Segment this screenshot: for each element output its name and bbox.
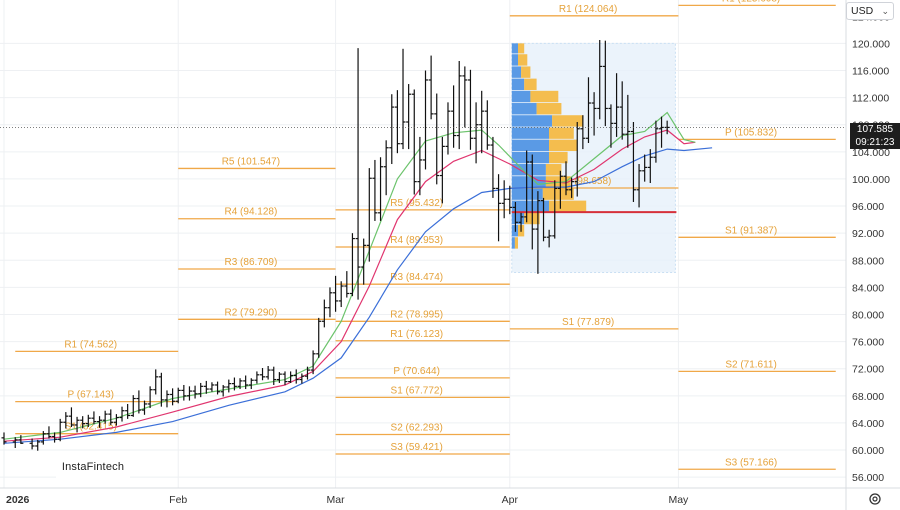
volume-bar-down xyxy=(511,139,549,152)
volume-bar-up xyxy=(518,43,525,54)
volume-bar-down xyxy=(511,54,518,66)
price-tick-label: 72.000 xyxy=(852,364,884,376)
volume-bar-up xyxy=(524,78,537,91)
volume-bar-up xyxy=(552,115,584,127)
gear-icon[interactable] xyxy=(868,492,882,506)
pivot-label: R3 (84.474) xyxy=(390,272,443,283)
volume-bar-down xyxy=(511,164,546,176)
volume-bar-up xyxy=(530,90,559,103)
price-tick-label: 76.000 xyxy=(852,337,884,349)
volume-bar-up xyxy=(549,127,574,139)
price-tick-label: 64.000 xyxy=(852,418,884,430)
currency-label: USD xyxy=(851,5,874,17)
volume-bar-up xyxy=(521,66,531,78)
volume-bar-down xyxy=(511,90,531,103)
time-tick-label: Mar xyxy=(327,494,346,506)
pivot-label: R1 (125.608) xyxy=(722,0,780,4)
volume-bar-down xyxy=(511,66,522,78)
volume-bar-down xyxy=(511,212,525,225)
volume-bar-down xyxy=(511,200,549,213)
price-tick-label: 116.000 xyxy=(852,65,889,77)
chevron-down-icon: ⌄ xyxy=(881,5,889,16)
volume-bar-up xyxy=(549,151,568,164)
pivot-label: R1 (74.562) xyxy=(64,339,117,350)
volume-bar-down xyxy=(511,43,518,54)
volume-bar-up xyxy=(542,188,574,200)
time-tick-label: Apr xyxy=(502,494,519,506)
price-tick-label: 120.000 xyxy=(852,38,890,50)
price-tick-label: 100.000 xyxy=(852,174,890,186)
volume-bar-down xyxy=(511,151,549,164)
pivot-label: S1 (67.772) xyxy=(391,385,443,396)
pivot-label: S2 (62.293) xyxy=(391,423,443,434)
price-tick-label: 104.000 xyxy=(852,147,890,159)
volume-bar-up xyxy=(518,54,528,66)
pivot-label: S2 (71.611) xyxy=(725,359,777,370)
pivot-label: R2 (78.995) xyxy=(390,309,443,320)
pivot-label: S3 (59.421) xyxy=(391,442,443,453)
pivot-label: R1 (124.064) xyxy=(559,4,617,15)
volume-bar-down xyxy=(511,115,553,127)
volume-bar-up xyxy=(536,103,562,115)
pivot-levels: R5 (101.547) R4 (94.128) R3 (86.709) R2 (79… xyxy=(15,0,836,470)
price-tick-label: 56.000 xyxy=(852,472,884,484)
price-axis[interactable]: 56.000 60.000 64.000 68.000 72.000 76.000 80.0… xyxy=(852,11,890,484)
pivot-label: R5 (95.432) xyxy=(390,198,443,209)
watermark-logo: InstaFintech xyxy=(56,456,130,478)
pivot-label: P (67.143) xyxy=(67,390,114,401)
time-axis[interactable]: 2026 Feb Mar Apr May xyxy=(6,494,689,506)
pivot-label: R4 (94.128) xyxy=(224,207,277,218)
pivot-label: R1 (76.123) xyxy=(390,329,443,340)
volume-bar-down xyxy=(511,78,525,91)
candlesticks xyxy=(1,39,670,451)
pivot-label: S3 (57.166) xyxy=(725,457,777,468)
volume-bar-down xyxy=(511,237,515,249)
pivot-label: R2 (79.290) xyxy=(224,307,277,318)
currency-selector[interactable]: USD ⌄ xyxy=(846,2,894,20)
volume-bar-down xyxy=(511,176,546,188)
time-tick-label: Feb xyxy=(169,494,187,506)
price-tick-label: 84.000 xyxy=(852,282,884,294)
pivot-label: P (105.832) xyxy=(725,127,777,138)
volume-bar-up xyxy=(514,237,518,249)
volume-bar-down xyxy=(511,127,549,139)
current-price-value: 107.585 xyxy=(856,124,894,135)
current-price-badge: 107.585 09:21:23 xyxy=(850,123,900,149)
time-tick-label: 2026 xyxy=(6,494,30,506)
bar-countdown: 09:21:23 xyxy=(855,137,895,148)
price-tick-label: 68.000 xyxy=(852,391,884,403)
pivot-label: P (70.644) xyxy=(393,366,440,377)
price-tick-label: 112.000 xyxy=(852,93,889,105)
pivot-label: R3 (86.709) xyxy=(224,257,277,268)
pivot-label: S1 (91.387) xyxy=(725,225,777,236)
volume-bar-up xyxy=(549,200,587,213)
price-tick-label: 88.000 xyxy=(852,255,884,267)
volume-bar-up xyxy=(549,139,577,152)
time-tick-label: May xyxy=(668,494,689,506)
pivot-label: R5 (101.547) xyxy=(222,156,280,167)
price-tick-label: 96.000 xyxy=(852,201,884,213)
volume-bar-down xyxy=(511,188,543,200)
price-tick-label: 80.000 xyxy=(852,309,884,321)
price-tick-label: 60.000 xyxy=(852,445,884,457)
volume-bar-up xyxy=(545,164,562,176)
volume-profile-bars xyxy=(511,43,677,249)
pivot-label: S1 (62.415) xyxy=(65,422,117,433)
price-tick-label: 92.000 xyxy=(852,228,884,240)
pivot-label: P (98.658) xyxy=(565,176,612,187)
volume-bar-down xyxy=(511,103,537,115)
pivot-label: R4 (89.953) xyxy=(390,235,443,246)
pivot-label: S1 (77.879) xyxy=(562,317,614,328)
